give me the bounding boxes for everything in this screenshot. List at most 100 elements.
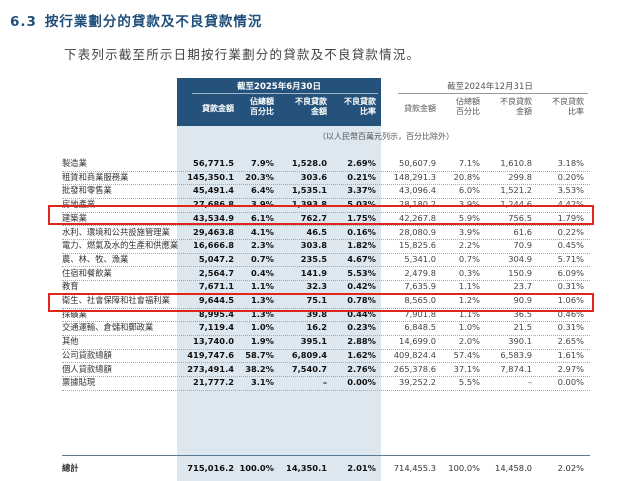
cell-current-3: 0.00% bbox=[347, 377, 376, 388]
cell-current-2: 6,809.4 bbox=[291, 349, 327, 360]
cell-current-0: 7,119.4 bbox=[198, 322, 234, 333]
table-row: 製造業 56,771.5 7.9% 1,528.0 2.69% 50,607.9 7.1% 1… bbox=[62, 157, 590, 172]
cell-prior-1: 20.8% bbox=[453, 171, 480, 182]
cell-prior-1: 57.4% bbox=[453, 349, 480, 360]
cell-prior-0: 50,607.9 bbox=[399, 158, 436, 168]
cell-prior-2: 90.9 bbox=[513, 295, 532, 305]
cell-current-1: 7.9% bbox=[250, 158, 274, 168]
cell-prior-0: 8,565.0 bbox=[404, 295, 436, 305]
cell-prior-2: 299.8 bbox=[508, 171, 532, 182]
intro-text: 下表列示截至所示日期按行業劃分的貸款及不良貸款情況。 bbox=[64, 47, 421, 62]
cell-prior-2: 61.6 bbox=[513, 226, 532, 237]
cell-prior-0: 265,378.6 bbox=[393, 363, 436, 374]
cell-prior-1: 2.2% bbox=[458, 240, 480, 251]
cell-current-1: 4.1% bbox=[250, 226, 274, 237]
cell-prior-0: 28,080.9 bbox=[399, 226, 436, 237]
table-row: 電力、燃氣及水的生產和供應業 16,666.8 2.3% 303.8 1.82% 15,8… bbox=[62, 239, 590, 254]
cell-current-0: 16,666.8 bbox=[193, 240, 234, 251]
section-heading: 6.3 按行業劃分的貸款及不良貸款情況 bbox=[10, 10, 262, 30]
cell-current-2: 75.1 bbox=[306, 295, 327, 305]
cell-prior-3: 2.65% bbox=[557, 336, 584, 347]
cell-prior-2: 6,583.9 bbox=[500, 349, 532, 360]
cell-prior-0: 148,291.3 bbox=[393, 171, 436, 182]
total-rule bbox=[62, 455, 590, 456]
cell-prior-3: 0.00% bbox=[557, 377, 584, 388]
cell-current-0: 27,686.8 bbox=[193, 199, 234, 210]
cell-current-1: 2.3% bbox=[250, 240, 274, 251]
cell-prior-3: 3.53% bbox=[557, 185, 584, 196]
table-row: 住宿和餐飲業 2,564.7 0.4% 141.9 5.53% 2,479.8 0.3% 15… bbox=[62, 267, 590, 282]
cell-prior-1: 0.3% bbox=[458, 267, 480, 278]
cell-current-2: 32.3 bbox=[306, 281, 327, 292]
cell-prior-2: 756.5 bbox=[508, 212, 532, 223]
cell-prior-1: 1.1% bbox=[458, 281, 480, 292]
table-row: 衛生、社會保障和社會福利業 9,644.5 1.3% 75.1 0.78% 8,565.0… bbox=[62, 294, 590, 309]
col-loan-current: 貸款金額 bbox=[202, 104, 234, 113]
cell-current-3: 3.37% bbox=[347, 185, 376, 196]
cell-prior-3: 0.20% bbox=[557, 171, 584, 182]
cell-current-1: 100.0% bbox=[239, 463, 274, 473]
group-prior-rule bbox=[398, 93, 588, 94]
cell-prior-2: 70.9 bbox=[513, 240, 532, 251]
cell-prior-0: 2,479.8 bbox=[404, 267, 436, 278]
row-label: 住宿和餐飲業 bbox=[62, 267, 112, 278]
cell-prior-3: 5.71% bbox=[557, 253, 584, 264]
cell-current-0: 13,740.0 bbox=[193, 336, 234, 347]
table-row: 其他 13,740.0 1.9% 395.1 2.88% 14,699.0 2.0% 390.… bbox=[62, 335, 590, 350]
cell-current-0: 29,463.8 bbox=[193, 226, 234, 237]
cell-prior-2: 7,874.1 bbox=[500, 363, 532, 374]
cell-prior-2: – bbox=[527, 377, 532, 388]
cell-prior-3: 1.79% bbox=[557, 212, 584, 223]
row-label: 水利、環境和公共設施管理業 bbox=[62, 226, 170, 237]
cell-current-0: 21,777.2 bbox=[193, 377, 234, 388]
cell-current-2: 1,528.0 bbox=[291, 158, 327, 168]
table-row: 批發和零售業 45,491.4 6.4% 1,535.1 3.37% 43,096.4 6.… bbox=[62, 184, 590, 199]
cell-current-2: 303.6 bbox=[300, 171, 327, 182]
cell-current-0: 273,491.4 bbox=[187, 363, 234, 374]
cell-current-0: 715,016.2 bbox=[187, 463, 234, 473]
row-label: 製造業 bbox=[62, 158, 87, 168]
cell-prior-0: 7,901.8 bbox=[404, 308, 436, 319]
cell-prior-0: 28,180.2 bbox=[399, 199, 436, 210]
cell-current-0: 2,564.7 bbox=[198, 267, 234, 278]
cell-current-1: 3.9% bbox=[250, 199, 274, 210]
cell-prior-3: 2.02% bbox=[557, 463, 584, 473]
cell-current-3: 0.44% bbox=[347, 308, 376, 319]
cell-current-3: 2.88% bbox=[347, 336, 376, 347]
cell-current-3: 2.76% bbox=[347, 363, 376, 374]
table-row: 票據貼現 21,777.2 3.1% – 0.00% 39,252.2 5.5% – 0.00% bbox=[62, 376, 590, 391]
cell-current-1: 1.9% bbox=[250, 336, 274, 347]
cell-current-1: 0.4% bbox=[250, 267, 274, 278]
cell-current-2: 395.1 bbox=[300, 336, 327, 347]
cell-current-2: 46.5 bbox=[306, 226, 327, 237]
cell-prior-1: 1.1% bbox=[458, 308, 480, 319]
cell-current-0: 9,644.5 bbox=[198, 295, 234, 305]
cell-prior-2: 36.5 bbox=[513, 308, 532, 319]
cell-prior-2: 1,521.2 bbox=[500, 185, 532, 196]
table-row: 個人貸款總額 273,491.4 38.2% 7,540.7 2.76% 265,378.… bbox=[62, 363, 590, 378]
cell-prior-1: 100.0% bbox=[448, 463, 480, 473]
cell-prior-3: 0.22% bbox=[557, 226, 584, 237]
table-row: 房地產業 27,686.8 3.9% 1,393.8 5.03% 28,180.2 3.9%… bbox=[62, 198, 590, 213]
cell-prior-0: 7,635.9 bbox=[404, 281, 436, 292]
cell-current-3: 0.23% bbox=[347, 322, 376, 333]
table-row: 交通運輸、倉儲和郵政業 7,119.4 1.0% 16.2 0.23% 6,848.5 1.… bbox=[62, 321, 590, 336]
row-label: 衛生、社會保障和社會福利業 bbox=[62, 295, 170, 305]
cell-prior-2: 304.9 bbox=[508, 253, 532, 264]
cell-current-0: 45,491.4 bbox=[193, 185, 234, 196]
cell-prior-3: 4.42% bbox=[557, 199, 584, 210]
col-share-prior: 佔總額 百分比 bbox=[456, 97, 480, 116]
table-row: 農、林、牧、漁業 5,047.2 0.7% 235.5 4.67% 5,341.0 0.7%… bbox=[62, 253, 590, 268]
cell-current-1: 3.1% bbox=[250, 377, 274, 388]
cell-current-0: 145,350.1 bbox=[187, 171, 234, 182]
cell-current-1: 1.0% bbox=[250, 322, 274, 333]
section-number: 6.3 bbox=[10, 14, 37, 30]
row-label: 採礦業 bbox=[62, 308, 87, 319]
cell-current-1: 58.7% bbox=[245, 349, 274, 360]
cell-prior-0: 409,824.4 bbox=[393, 349, 436, 360]
cell-current-3: 1.82% bbox=[347, 240, 376, 251]
cell-prior-2: 23.7 bbox=[513, 281, 532, 292]
cell-current-2: 7,540.7 bbox=[291, 363, 327, 374]
row-label: 農、林、牧、漁業 bbox=[62, 253, 129, 264]
table-row: 建築業 43,534.9 6.1% 762.7 1.75% 42,267.8 5.9% 756… bbox=[62, 212, 590, 227]
